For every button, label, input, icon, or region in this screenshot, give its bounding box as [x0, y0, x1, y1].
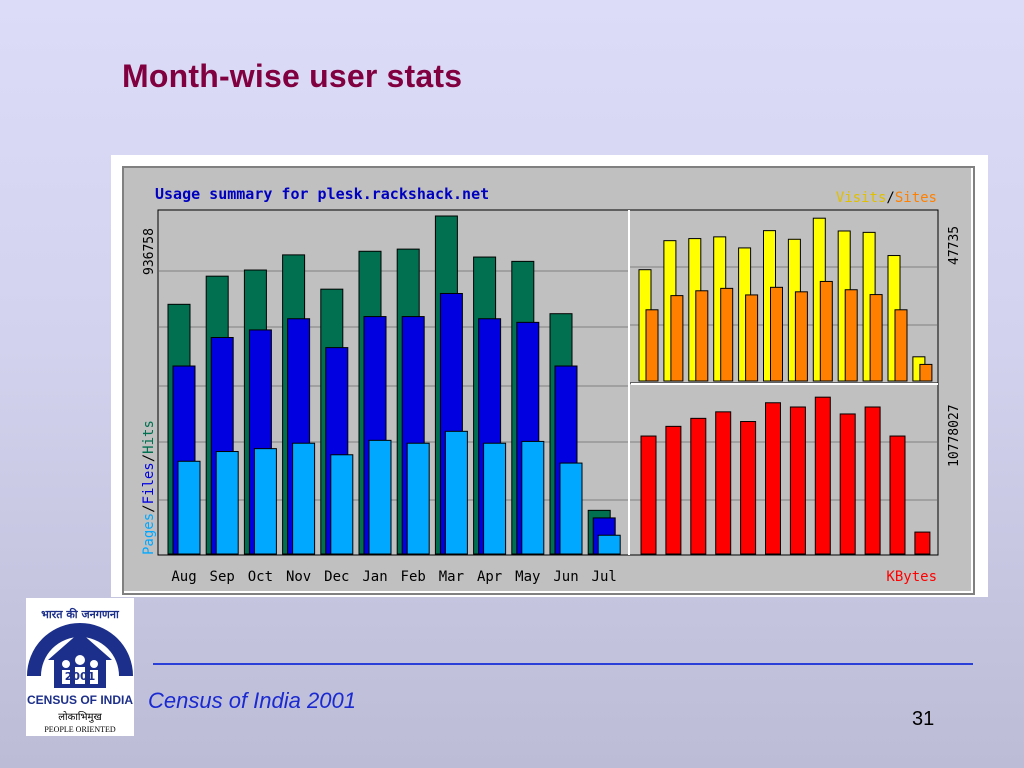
bar-kbytes-oct: [690, 417, 707, 555]
footer-text: Census of India 2001: [148, 688, 356, 713]
bar-sites-oct: [695, 290, 709, 382]
bar-sites-mar: [819, 280, 833, 382]
bar-sites-apr: [844, 289, 858, 382]
legend-pages-files-hits: Pages/Files/Hits: [141, 420, 157, 555]
legend-pages-sep: /: [141, 504, 157, 512]
visits-panel-bars: [638, 217, 933, 382]
month-label-may: May: [515, 569, 540, 585]
month-label-aug: Aug: [171, 569, 196, 585]
left-panel-bars: [167, 215, 621, 555]
month-label-nov: Nov: [286, 569, 311, 585]
chart-title: Usage summary for plesk.rackshack.net: [155, 185, 489, 203]
legend-files-sep: /: [141, 454, 157, 462]
census-logo: भारत की जनगणना 2001 CENSUS OF INDIA लोका…: [26, 598, 134, 736]
legend-visits-sites: Visits/Sites: [836, 190, 937, 206]
month-label-oct: Oct: [248, 569, 273, 585]
legend-hits: Hits: [141, 420, 157, 454]
visits-axis-max-label: 47735: [947, 226, 962, 265]
logo-year: 2001: [65, 670, 96, 683]
left-axis-max-label: 936758: [142, 228, 157, 275]
bar-pages-feb: [406, 442, 430, 555]
bar-pages-jul: [597, 534, 621, 555]
bar-sites-jan: [770, 286, 783, 382]
bar-sites-aug: [645, 309, 659, 382]
bar-kbytes-dec: [740, 421, 757, 555]
slide-title: Month-wise user stats: [122, 58, 463, 94]
bar-kbytes-sep: [665, 425, 682, 555]
bar-sites-dec: [745, 294, 759, 382]
logo-hindi-top: भारत की जनगणना: [41, 607, 120, 621]
census-logo-svg: भारत की जनगणना 2001 CENSUS OF INDIA लोका…: [27, 607, 133, 734]
bar-kbytes-mar: [814, 396, 831, 555]
footer-divider: [153, 663, 973, 665]
bar-pages-dec: [330, 454, 354, 555]
legend-pages: Pages: [141, 513, 157, 555]
month-label-jul: Jul: [592, 569, 617, 585]
logo-hindi-bottom: लोकाभिमुख: [58, 711, 102, 723]
bar-pages-nov: [292, 442, 316, 555]
bar-pages-jan: [368, 439, 392, 555]
month-label-apr: Apr: [477, 569, 502, 585]
page-number: 31: [912, 708, 935, 730]
bar-pages-may: [521, 440, 545, 555]
bar-pages-mar: [444, 430, 468, 555]
kbytes-axis-max-label: 10778027: [947, 404, 962, 467]
bar-kbytes-jan: [765, 402, 781, 555]
bar-kbytes-jun: [889, 435, 906, 555]
logo-census-text: CENSUS OF INDIA: [27, 693, 133, 707]
bar-kbytes-feb: [789, 406, 806, 555]
bar-sites-may: [869, 294, 883, 382]
legend-sites: Sites: [895, 190, 937, 206]
month-labels: Aug Sep Oct Nov Dec Jan Feb Mar Apr May Jun Jul: [171, 569, 616, 585]
bar-pages-oct: [253, 448, 277, 555]
bar-sites-jul: [919, 363, 933, 382]
bar-sites-feb: [794, 291, 808, 382]
month-label-mar: Mar: [439, 569, 464, 585]
bar-sites-sep: [670, 295, 684, 382]
bar-pages-aug: [177, 460, 201, 555]
month-label-sep: Sep: [210, 569, 235, 585]
legend-visits-sep: /: [886, 190, 894, 206]
bar-sites-nov: [720, 287, 734, 382]
legend-files: Files: [141, 462, 157, 504]
usage-chart-svg: Usage summary for plesk.rackshack.net Vi…: [122, 166, 975, 595]
bar-kbytes-nov: [715, 411, 732, 555]
month-label-feb: Feb: [401, 569, 426, 585]
bar-pages-apr: [483, 442, 507, 555]
kbytes-panel-bars: [640, 396, 931, 555]
month-label-dec: Dec: [324, 569, 349, 585]
logo-people-oriented: PEOPLE ORIENTED: [44, 725, 116, 734]
bar-kbytes-aug: [640, 435, 657, 555]
legend-kbytes: KBytes: [886, 569, 937, 585]
legend-visits: Visits: [836, 190, 887, 206]
bar-pages-sep: [215, 451, 239, 555]
bar-sites-jun: [894, 309, 908, 382]
bar-kbytes-may: [864, 406, 881, 555]
usage-chart: Usage summary for plesk.rackshack.net Vi…: [111, 155, 988, 597]
month-label-jun: Jun: [553, 569, 578, 585]
month-label-jan: Jan: [362, 569, 387, 585]
bar-kbytes-jul: [914, 531, 931, 555]
bar-pages-jun: [559, 462, 583, 555]
bar-kbytes-apr: [839, 413, 856, 555]
